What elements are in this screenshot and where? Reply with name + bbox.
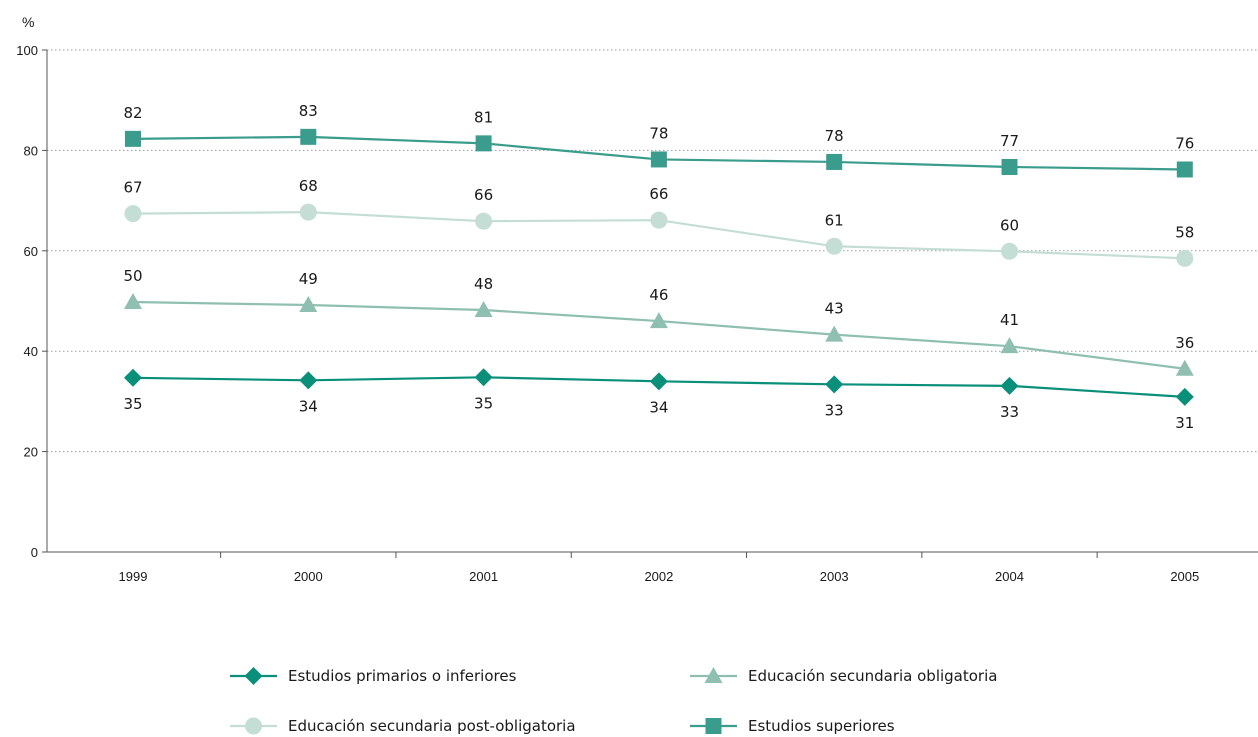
- legend-circle-marker: [245, 717, 262, 735]
- triangle-marker: [649, 312, 668, 329]
- legend-item-2: Educación secundaria post-obligatoria: [230, 717, 576, 735]
- data-label: 43: [825, 300, 844, 318]
- square-marker: [125, 130, 141, 147]
- legend-item-1: Educación secundaria obligatoria: [690, 667, 997, 685]
- square-marker: [475, 135, 492, 152]
- series-2: 67 68 66 66 61 60 58: [123, 177, 1194, 267]
- circle-marker: [825, 237, 843, 255]
- square-marker: [1001, 158, 1018, 175]
- square-marker: [826, 153, 843, 170]
- x-tick-label: 2005: [1170, 569, 1199, 584]
- x-tick-label: 2000: [294, 569, 323, 584]
- legend-label: Educación secundaria post-obligatoria: [288, 717, 576, 735]
- legend: Estudios primarios o inferiores Educación…: [230, 667, 997, 735]
- data-label: 83: [299, 102, 318, 120]
- diamond-marker: [124, 368, 142, 387]
- data-label: 66: [474, 186, 493, 204]
- data-label: 76: [1175, 134, 1194, 152]
- circle-marker: [124, 205, 142, 223]
- diamond-marker: [1000, 376, 1019, 395]
- data-label: 58: [1175, 223, 1194, 241]
- x-tick-label: 2003: [820, 569, 849, 584]
- data-label: 48: [474, 275, 493, 293]
- data-label: 66: [649, 185, 668, 203]
- triangle-marker: [1175, 359, 1194, 376]
- diamond-marker: [299, 371, 318, 390]
- y-tick-label: 80: [24, 143, 38, 158]
- series-3: 82 83 81 78 78 77 76: [123, 102, 1194, 178]
- data-label: 36: [1175, 334, 1194, 352]
- diamond-marker: [825, 375, 844, 394]
- circle-marker: [1001, 242, 1018, 260]
- data-label: 34: [649, 398, 668, 416]
- square-marker: [1176, 161, 1193, 178]
- circle-marker: [299, 203, 317, 221]
- legend-label: Estudios primarios o inferiores: [288, 667, 517, 685]
- series-0: 35 34 35 34 33 33 31: [123, 368, 1194, 432]
- diamond-marker: [474, 368, 493, 387]
- triangle-marker: [299, 296, 318, 313]
- data-label: 68: [299, 177, 318, 195]
- gridlines: [47, 49, 1258, 453]
- data-label: 46: [649, 286, 668, 304]
- legend-triangle-marker: [704, 667, 723, 683]
- legend-square-marker: [705, 718, 722, 734]
- data-label: 31: [1175, 414, 1194, 432]
- diamond-marker: [649, 372, 668, 391]
- square-marker: [650, 151, 667, 168]
- data-label: 61: [825, 211, 844, 229]
- square-marker: [300, 128, 317, 145]
- data-label: 33: [1000, 403, 1019, 421]
- series-1: 50 49 48 46 43 41 36: [123, 267, 1194, 376]
- data-label: 81: [474, 108, 493, 126]
- series-group: 67 68 66 66 61 60 58 50 49 48 46 43 41 36 35 34 35 34 33 33…: [123, 102, 1194, 432]
- y-axis-ticks: 0 20 40 60 80 100: [16, 43, 47, 560]
- y-tick-label: 0: [31, 545, 38, 560]
- y-tick-label: 100: [16, 43, 38, 58]
- circle-marker: [1176, 249, 1194, 267]
- data-label: 67: [123, 179, 142, 197]
- data-label: 41: [1000, 311, 1019, 329]
- data-label: 50: [123, 267, 142, 285]
- x-tick-label: 2002: [644, 569, 673, 584]
- legend-diamond-marker: [244, 667, 263, 685]
- y-tick-label: 40: [24, 344, 38, 359]
- data-label: 78: [825, 127, 844, 145]
- data-label: 34: [299, 397, 318, 415]
- data-label: 35: [123, 395, 142, 413]
- y-axis-label: %: [22, 14, 34, 30]
- y-tick-label: 20: [24, 445, 38, 460]
- data-label: 33: [825, 401, 844, 419]
- series-line: [132, 300, 1185, 370]
- y-tick-label: 60: [24, 244, 38, 259]
- data-label: 60: [1000, 216, 1019, 234]
- x-tick-label: 1999: [119, 569, 148, 584]
- diamond-marker: [1175, 387, 1194, 406]
- data-label: 82: [123, 104, 142, 122]
- triangle-marker: [825, 325, 844, 342]
- x-tick-label: 2004: [995, 569, 1024, 584]
- legend-label: Educación secundaria obligatoria: [748, 667, 997, 685]
- x-tick-label: 2001: [469, 569, 498, 584]
- data-label: 78: [649, 124, 668, 142]
- triangle-marker: [124, 293, 142, 310]
- x-axis-ticks: 1999 2000 2001 2002 2003 2004 2005: [119, 552, 1199, 584]
- data-label: 49: [299, 270, 318, 288]
- legend-label: Estudios superiores: [748, 717, 895, 735]
- triangle-marker: [474, 301, 493, 318]
- circle-marker: [475, 212, 493, 230]
- legend-item-0: Estudios primarios o inferiores: [230, 667, 517, 685]
- legend-item-3: Estudios superiores: [690, 717, 895, 735]
- circle-marker: [650, 211, 668, 229]
- data-label: 77: [1000, 132, 1019, 150]
- data-label: 35: [474, 394, 493, 412]
- triangle-marker: [1000, 337, 1019, 354]
